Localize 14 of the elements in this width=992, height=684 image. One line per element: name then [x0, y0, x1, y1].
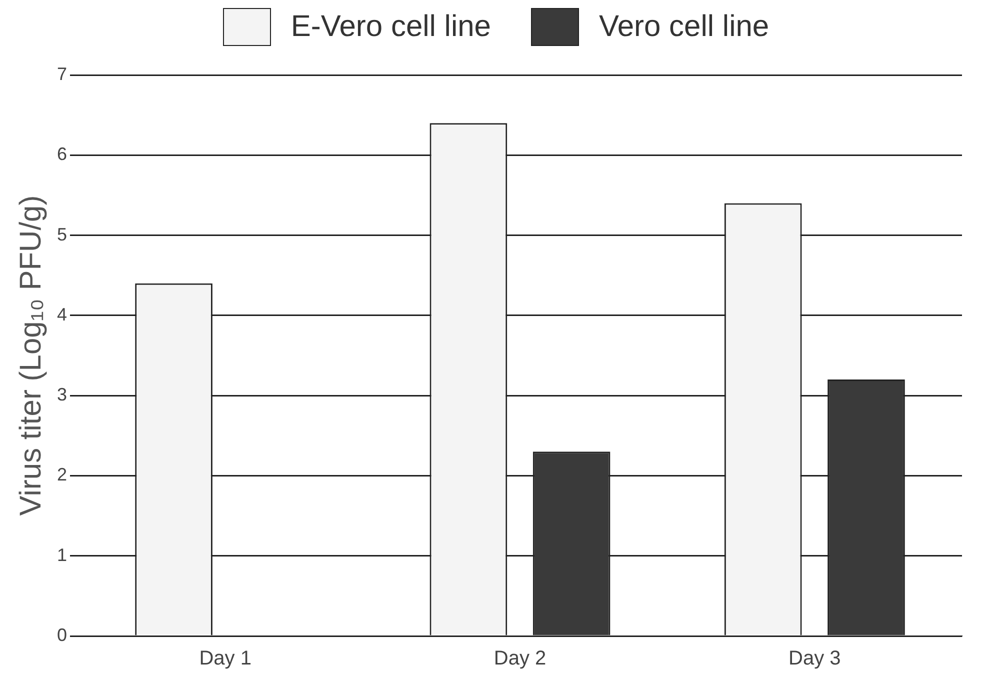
y-tick-label: 3: [56, 384, 68, 405]
x-tick-label: Day 2: [494, 648, 546, 670]
y-tick-label: 7: [56, 64, 68, 84]
y-axis-title: Virus titer (Log₁₀ PFU/g): [14, 195, 48, 516]
y-tick-label: 6: [56, 144, 68, 164]
x-tick-label: Day 1: [199, 648, 252, 670]
legend-label: Vero cell line: [599, 10, 770, 44]
y-tick-label: 4: [56, 304, 68, 324]
y-tick-label: 0: [56, 624, 68, 645]
text: E-Vero cell line: [290, 10, 491, 44]
x-tick-label: Day 3: [788, 648, 841, 670]
y-tick-label: 2: [56, 464, 68, 485]
y-tick-label: 5: [56, 224, 68, 244]
y-tick-label: 1: [56, 544, 68, 565]
